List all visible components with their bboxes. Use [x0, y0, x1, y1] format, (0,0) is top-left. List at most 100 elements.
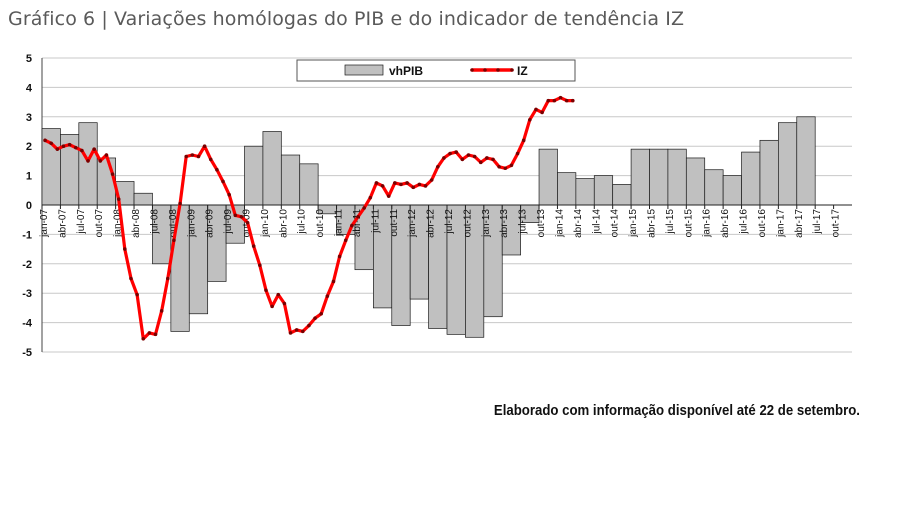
x-tick-label: jul-15	[665, 209, 676, 235]
y-tick-label: -3	[22, 288, 32, 300]
line-point	[184, 154, 189, 159]
x-tick-label: jul-13	[518, 209, 529, 235]
bar	[575, 178, 595, 206]
line-point	[245, 220, 250, 225]
line-point	[570, 98, 575, 103]
x-tick-label: jan-08	[113, 209, 124, 238]
legend: vhPIB IZ	[296, 59, 576, 82]
x-tick-label: abr-08	[131, 209, 142, 238]
line-point	[368, 195, 373, 200]
line-point	[123, 247, 127, 251]
line-point	[399, 182, 403, 187]
line-point	[116, 197, 121, 201]
line-point	[258, 263, 262, 268]
bar	[778, 122, 798, 206]
x-tick-label: out-12	[462, 209, 473, 238]
x-tick-label: jul-10	[297, 209, 308, 235]
line-point	[282, 301, 287, 306]
legend-box	[296, 59, 576, 82]
line-point	[331, 279, 336, 284]
line-point	[521, 138, 526, 143]
line-point	[411, 185, 416, 190]
x-tick-label: jul-16	[739, 209, 750, 235]
line-point	[208, 157, 213, 162]
line-point	[442, 156, 446, 160]
line-point	[294, 328, 299, 332]
line-point	[325, 294, 330, 298]
bar	[612, 184, 632, 206]
bar	[133, 192, 153, 206]
line-point	[43, 138, 47, 143]
bar	[796, 116, 816, 206]
line-point	[564, 98, 569, 103]
line-point	[202, 144, 207, 148]
x-tick-label: abr-14	[573, 209, 584, 238]
line-point	[558, 95, 563, 100]
x-tick-label: abr-15	[647, 209, 658, 238]
y-tick-label: 0	[26, 200, 32, 212]
line-point	[264, 288, 268, 293]
x-tick-label: abr-13	[499, 209, 510, 238]
line-point	[313, 316, 317, 320]
line-point	[61, 144, 66, 148]
x-tick-label: out-07	[94, 209, 105, 238]
bar	[299, 163, 319, 206]
line-point	[307, 323, 311, 328]
line-point	[552, 98, 557, 103]
line-point	[429, 178, 434, 182]
y-tick-label: -4	[22, 318, 33, 330]
line-point	[92, 147, 96, 151]
line-point	[270, 304, 274, 309]
line-point	[528, 117, 532, 122]
source-note: Elaborado com informação disponível até …	[493, 402, 860, 419]
x-tick-label: jul-07	[76, 209, 87, 235]
line-point	[227, 192, 231, 197]
line-point	[73, 145, 78, 150]
line-point	[380, 184, 385, 188]
line-point	[472, 154, 477, 159]
line-point	[178, 201, 182, 206]
legend-swatch-vhpib	[344, 64, 384, 76]
line-point	[172, 238, 176, 243]
line-point	[251, 244, 256, 248]
x-tick-label: out-14	[610, 209, 621, 238]
x-tick-label: jan-17	[775, 209, 786, 238]
line-point	[386, 194, 391, 198]
line-point	[80, 148, 84, 153]
line-point	[362, 206, 366, 210]
line-point	[356, 214, 360, 219]
line-point	[540, 110, 544, 115]
y-tick-label: 4	[26, 82, 33, 94]
line-point	[503, 166, 508, 171]
chart-title: Gráfico 6 | Variações homólogas do PIB e…	[8, 8, 685, 30]
x-tick-label: jan-10	[260, 209, 271, 238]
line-point	[55, 147, 60, 151]
bar	[667, 148, 687, 206]
x-tick-label: abr-16	[720, 209, 731, 238]
line-point	[49, 141, 54, 146]
line-point	[110, 172, 115, 176]
bar	[704, 169, 724, 206]
line-point	[165, 276, 170, 281]
line-point	[534, 107, 538, 112]
line-point	[337, 254, 342, 259]
line-point	[393, 181, 397, 185]
x-tick-label: jul-08	[149, 209, 160, 235]
y-tick-label: 2	[26, 141, 32, 153]
line-point	[190, 153, 195, 157]
x-tick-label: jan-16	[702, 209, 713, 238]
line-point	[374, 181, 379, 185]
legend-marker	[483, 68, 487, 72]
x-tick-label: out-13	[536, 209, 547, 238]
x-tick-label: jul-12	[444, 209, 455, 235]
bar	[244, 145, 264, 206]
x-tick-label: jan-07	[39, 209, 50, 238]
line-point	[141, 336, 146, 341]
line-point	[147, 331, 152, 335]
legend-marker	[510, 68, 514, 72]
x-tick-label: jan-14	[554, 209, 565, 238]
x-tick-label: jul-09	[223, 209, 234, 235]
line-point	[135, 292, 139, 297]
line-point	[276, 292, 281, 297]
